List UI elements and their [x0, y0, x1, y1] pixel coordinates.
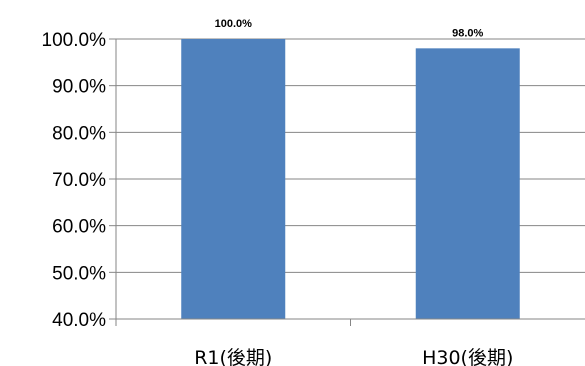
y-tick-label: 80.0% [52, 123, 106, 144]
y-tick-label: 40.0% [52, 310, 106, 331]
y-tick-label: 70.0% [52, 170, 106, 191]
bar [415, 48, 520, 319]
y-tick-label: 50.0% [52, 263, 106, 284]
y-tick-label: 90.0% [52, 77, 106, 98]
data-label: 98.0% [452, 27, 483, 39]
bars [181, 39, 520, 319]
y-tick-label: 100.0% [42, 30, 107, 51]
axes [109, 38, 585, 326]
y-tick-label: 60.0% [52, 217, 106, 238]
data-label: 100.0% [215, 18, 253, 30]
x-tick-label: R1(後期) [194, 347, 272, 366]
labels: 40.0% 50.0% 60.0% 70.0% 80.0% 90.0% 100.0% 100.… [42, 18, 514, 366]
x-tick-label: H30(後期) [422, 347, 513, 366]
bar [181, 39, 286, 319]
